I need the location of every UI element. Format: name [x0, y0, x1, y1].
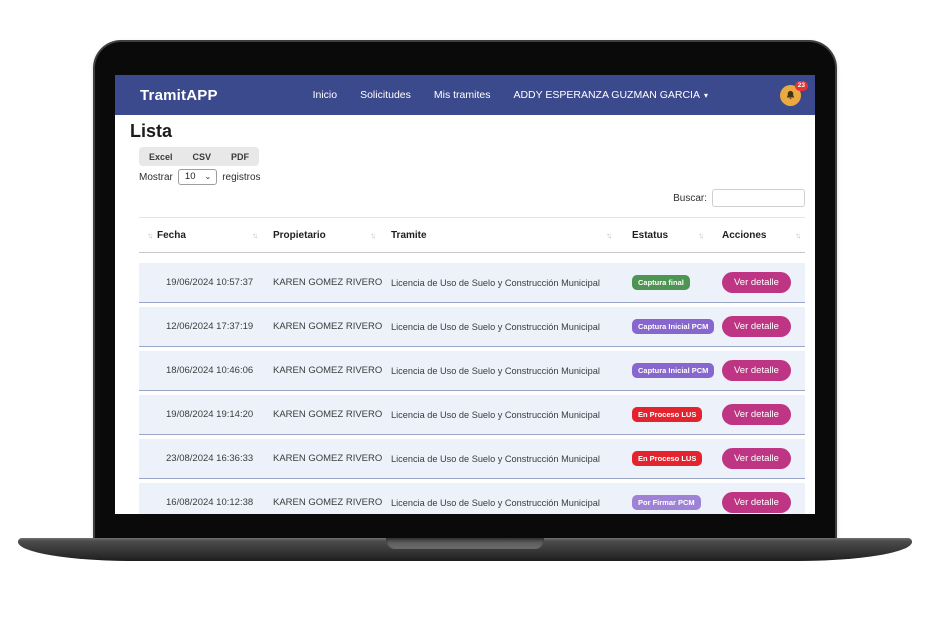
laptop-screen: TramitAPP Inicio Solicitudes Mis tramite… — [115, 75, 815, 514]
laptop-screen-bezel: TramitAPP Inicio Solicitudes Mis tramite… — [95, 42, 835, 538]
user-menu[interactable]: ADDY ESPERANZA GUZMAN GARCIA ▾ — [513, 89, 708, 101]
sort-icon: ↑↓ — [370, 230, 376, 240]
cell-propietario: KAREN GOMEZ RIVERO — [273, 277, 383, 288]
sort-icon: ↑↓ — [698, 230, 704, 240]
export-excel-button[interactable]: Excel — [139, 147, 183, 166]
show-entries-label: Mostrar — [139, 171, 173, 183]
table-body: 19/06/2024 10:57:37 KAREN GOMEZ RIVERO L… — [139, 263, 805, 514]
nav-link-mis-tramites[interactable]: Mis tramites — [433, 89, 491, 101]
sort-icon: ↑↓ — [147, 230, 153, 240]
sort-icon: ↑↓ — [252, 230, 258, 240]
table-row: 19/08/2024 19:14:20 KAREN GOMEZ RIVERO L… — [139, 395, 805, 435]
notification-count-badge: 23 — [794, 80, 808, 91]
app-brand: TramitAPP — [140, 86, 218, 104]
status-badge: Por Firmar PCM — [632, 495, 701, 510]
cell-propietario: KAREN GOMEZ RIVERO — [273, 321, 383, 332]
cell-tramite: Licencia de Uso de Suelo y Construcción … — [391, 453, 600, 464]
cell-fecha: 19/08/2024 19:14:20 — [166, 409, 254, 420]
sort-icon: ↑↓ — [795, 230, 801, 240]
nav-link-inicio[interactable]: Inicio — [312, 89, 338, 101]
table-row: 18/06/2024 10:46:06 KAREN GOMEZ RIVERO L… — [139, 351, 805, 391]
column-header-fecha[interactable]: ↑↓ Fecha ↑↓ — [147, 229, 258, 241]
laptop-notch — [386, 538, 544, 549]
laptop-base — [18, 538, 912, 561]
chevron-down-icon: ▾ — [703, 91, 708, 100]
table-row: 12/06/2024 17:37:19 KAREN GOMEZ RIVERO L… — [139, 307, 805, 347]
status-badge: Captura Inicial PCM — [632, 319, 715, 334]
cell-tramite: Licencia de Uso de Suelo y Construcción … — [391, 277, 600, 288]
cell-tramite: Licencia de Uso de Suelo y Construcción … — [391, 497, 600, 508]
status-badge: En Proceso LUS — [632, 451, 703, 466]
column-header-propietario[interactable]: Propietario ↑↓ — [273, 229, 376, 241]
ver-detalle-button[interactable]: Ver detalle — [722, 448, 791, 469]
export-button-group: Excel CSV PDF — [139, 147, 260, 166]
show-entries-row: Mostrar 10 ⌄ registros — [139, 169, 815, 185]
export-pdf-button[interactable]: PDF — [221, 147, 259, 166]
ver-detalle-button[interactable]: Ver detalle — [722, 272, 791, 293]
nav-link-solicitudes[interactable]: Solicitudes — [360, 89, 411, 101]
sort-icon: ↑↓ — [606, 230, 612, 240]
tramites-table: ↑↓ Fecha ↑↓ Propietario ↑↓ Tramite ↑↓ Es… — [139, 217, 805, 514]
column-header-estatus[interactable]: Estatus ↑↓ — [632, 229, 704, 241]
cell-propietario: KAREN GOMEZ RIVERO — [273, 497, 383, 508]
cell-fecha: 12/06/2024 17:37:19 — [166, 321, 254, 332]
select-caret-icon: ⌄ — [204, 172, 212, 181]
nav-links: Inicio Solicitudes Mis tramites ADDY ESP… — [313, 89, 708, 101]
cell-fecha: 18/06/2024 10:46:06 — [166, 365, 254, 376]
export-csv-button[interactable]: CSV — [183, 147, 222, 166]
top-navbar: TramitAPP Inicio Solicitudes Mis tramite… — [115, 75, 815, 115]
page-length-value: 10 — [184, 171, 196, 182]
cell-tramite: Licencia de Uso de Suelo y Construcción … — [391, 321, 600, 332]
page-length-select[interactable]: 10 ⌄ — [177, 169, 218, 185]
column-header-tramite[interactable]: Tramite ↑↓ — [391, 229, 612, 241]
column-header-acciones[interactable]: Acciones ↑↓ — [722, 229, 801, 241]
page-title: Lista — [130, 121, 173, 141]
search-row: Buscar: — [139, 189, 805, 207]
search-label: Buscar: — [673, 192, 707, 204]
cell-fecha: 19/06/2024 10:57:37 — [166, 277, 254, 288]
ver-detalle-button[interactable]: Ver detalle — [722, 404, 791, 425]
table-header: ↑↓ Fecha ↑↓ Propietario ↑↓ Tramite ↑↓ Es… — [139, 217, 805, 253]
cell-fecha: 16/08/2024 10:12:38 — [166, 497, 254, 508]
cell-propietario: KAREN GOMEZ RIVERO — [273, 409, 383, 420]
search-input[interactable] — [712, 189, 805, 207]
status-badge: En Proceso LUS — [632, 407, 703, 422]
table-row: 16/08/2024 10:12:38 KAREN GOMEZ RIVERO L… — [139, 483, 805, 514]
user-menu-label: ADDY ESPERANZA GUZMAN GARCIA — [513, 89, 700, 101]
cell-propietario: KAREN GOMEZ RIVERO — [273, 365, 383, 376]
notifications-button[interactable]: 23 — [780, 80, 808, 106]
cell-tramite: Licencia de Uso de Suelo y Construcción … — [391, 409, 600, 420]
ver-detalle-button[interactable]: Ver detalle — [722, 360, 791, 381]
status-badge: Captura Inicial PCM — [632, 363, 715, 378]
cell-tramite: Licencia de Uso de Suelo y Construcción … — [391, 365, 600, 376]
ver-detalle-button[interactable]: Ver detalle — [722, 316, 791, 337]
show-entries-suffix: registros — [222, 171, 261, 183]
ver-detalle-button[interactable]: Ver detalle — [722, 492, 791, 513]
cell-propietario: KAREN GOMEZ RIVERO — [273, 453, 383, 464]
table-row: 23/08/2024 16:36:33 KAREN GOMEZ RIVERO L… — [139, 439, 805, 479]
cell-fecha: 23/08/2024 16:36:33 — [166, 453, 254, 464]
table-row: 19/06/2024 10:57:37 KAREN GOMEZ RIVERO L… — [139, 263, 805, 303]
status-badge: Captura final — [632, 275, 690, 290]
